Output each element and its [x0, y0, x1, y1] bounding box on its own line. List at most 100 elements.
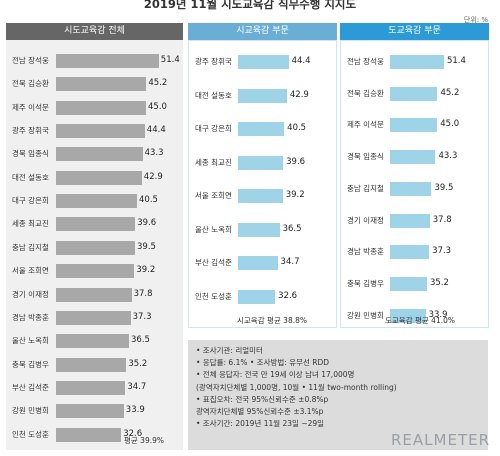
bar-value-label: 44.4 [291, 56, 311, 66]
bar-row: 제주 이석문 45.0 [6, 100, 183, 115]
bar-row: 세종 최교진 39.6 [6, 217, 183, 232]
bar-row: 충남 김지철 39.5 [341, 181, 490, 196]
bar-value-label: 43.3 [144, 148, 164, 159]
bar-row: 제주 이석문 45.0 [341, 118, 490, 133]
unit-label: 단위: % [463, 16, 488, 24]
bar-value-label: 45.2 [148, 78, 168, 89]
bar-row: 부산 김석준 34.7 [189, 256, 338, 270]
bar [56, 100, 146, 115]
bar-value-label: 34.7 [127, 381, 147, 392]
bar-row: 충남 김지철 39.5 [6, 240, 183, 255]
bar-row: 경북 임종식 43.3 [6, 147, 183, 162]
category-label: 경기 이재정 [12, 289, 49, 299]
bar-row: 울산 노옥희 36.5 [6, 334, 183, 349]
bar-row: 충북 김병우 35.2 [6, 357, 183, 372]
bar-value-label: 43.3 [438, 151, 458, 162]
bar-row: 경남 박종훈 37.3 [6, 310, 183, 325]
note-line: • 표집오차: 전국 95%신뢰수준 ±0.8%p [196, 394, 329, 404]
bar [238, 289, 276, 304]
bar-row: 전북 김승환 45.2 [6, 77, 183, 92]
category-label: 경북 임종식 [12, 149, 49, 159]
category-label: 제주 이석문 [12, 102, 49, 112]
bar-value-label: 51.4 [160, 55, 180, 65]
bar [390, 118, 438, 133]
bar [56, 380, 126, 395]
category-label: 대전 설동호 [12, 172, 49, 182]
bar-row: 부산 김석준 34.7 [6, 380, 183, 395]
bar [238, 88, 287, 103]
category-label: 전남 장석웅 [347, 57, 384, 66]
bar [238, 122, 285, 136]
average-label: 시교육감 평균 38.8% [237, 316, 307, 325]
bar [56, 147, 143, 162]
bar-value-label: 35.2 [429, 277, 449, 288]
bar-value-label: 32.6 [123, 428, 143, 439]
panel-all-superintendents: 시도교육감 전체 전남 장석웅 51.4 전북 김승환 45.2 제주 이석문 45.0 광… [6, 23, 183, 450]
bar-row: 광주 장휘국 44.4 [189, 55, 338, 69]
bar-row: 경남 박종훈 37.3 [341, 245, 490, 260]
bar [238, 155, 284, 170]
bar-value-label: 39.6 [137, 218, 157, 229]
panel-province-header: 도교육감 부문 [340, 23, 489, 40]
category-label: 전남 장석웅 [12, 56, 49, 65]
category-label: 광주 장휘국 [195, 57, 232, 66]
bar-row: 서울 조희연 39.2 [6, 264, 183, 279]
average-label: 도교육감 평균 41.0% [385, 316, 455, 325]
bar-row: 대전 설동호 42.9 [189, 88, 338, 103]
bar-value-label: 34.7 [280, 257, 300, 267]
panel-city-chart: 광주 장휘국 44.4 대전 설동호 42.9 대구 강은희 40.5 세종 최교진 39.6… [188, 40, 337, 328]
category-label: 세종 최교진 [195, 157, 232, 167]
category-label: 충북 김병우 [12, 359, 49, 369]
category-label: 울산 노옥희 [195, 224, 232, 234]
category-label: 전북 김승환 [347, 88, 384, 98]
panel-province-chart: 전남 장석웅 51.4 전북 김승환 45.2 제주 이석문 45.0 경북 임종식 43.3… [340, 40, 489, 328]
bar [56, 170, 142, 185]
bar-value-label: 51.4 [446, 56, 466, 66]
category-label: 경기 이재정 [347, 215, 384, 225]
bar-row: 인천 도성훈 32.6 [6, 427, 183, 442]
bar-row: 서울 조희연 39.2 [189, 189, 338, 203]
category-label: 강원 민병희 [347, 310, 384, 320]
bar [390, 86, 438, 101]
bar-value-label: 39.2 [136, 265, 156, 276]
bar-row: 경기 이재정 37.8 [341, 213, 490, 228]
bar-row: 강원 민병희 33.9 [6, 404, 183, 419]
panel-province-superintendents: 도교육감 부문 전남 장석웅 51.4 전북 김승환 45.2 제주 이석문 45.0 경북… [340, 23, 489, 328]
brand-logo: REALMETER [391, 431, 490, 449]
bar [56, 54, 159, 68]
bar-value-label: 33.9 [428, 309, 448, 320]
bar-value-label: 36.5 [131, 335, 150, 346]
panel-all-header: 시도교육감 전체 [6, 23, 183, 40]
category-label: 경남 박종훈 [12, 312, 49, 322]
category-label: 충남 김지철 [12, 242, 49, 252]
category-label: 광주 장휘국 [12, 126, 49, 136]
category-label: 경남 박종훈 [347, 247, 384, 257]
bar-value-label: 44.4 [146, 125, 166, 136]
bar-value-label: 42.9 [289, 89, 309, 100]
bar-value-label: 39.2 [285, 190, 305, 200]
bar-row: 경기 이재정 37.8 [6, 287, 183, 302]
category-label: 부산 김석준 [12, 382, 49, 392]
category-label: 전북 김승환 [12, 79, 49, 89]
bar [56, 357, 127, 372]
bar-value-label: 39.6 [286, 156, 306, 167]
bar-row: 대전 설동호 42.9 [6, 170, 183, 185]
bar [56, 77, 147, 92]
bar-value-label: 35.2 [128, 358, 148, 369]
bar-row: 세종 최교진 39.6 [189, 155, 338, 170]
bar-row: 대구 강은희 40.5 [189, 122, 338, 136]
bar-row: 강원 민병희 33.9 [341, 308, 490, 323]
bar-row: 전북 김승환 45.2 [341, 86, 490, 101]
category-label: 울산 노옥희 [12, 336, 49, 346]
bar [238, 256, 278, 270]
category-label: 서울 조희연 [195, 191, 232, 200]
bar [56, 217, 136, 232]
note-line: (광역자치단체별 1,000명, 10월 • 11월 two-month rol… [196, 382, 397, 392]
bar [56, 264, 135, 279]
bar-value-label: 40.5 [287, 123, 307, 133]
bar-value-label: 40.5 [139, 195, 158, 206]
category-label: 경북 임종식 [347, 152, 384, 162]
bar [238, 55, 289, 69]
bar-value-label: 33.9 [125, 405, 145, 416]
note-line: • 조사기관: 리얼미터 [196, 346, 263, 355]
